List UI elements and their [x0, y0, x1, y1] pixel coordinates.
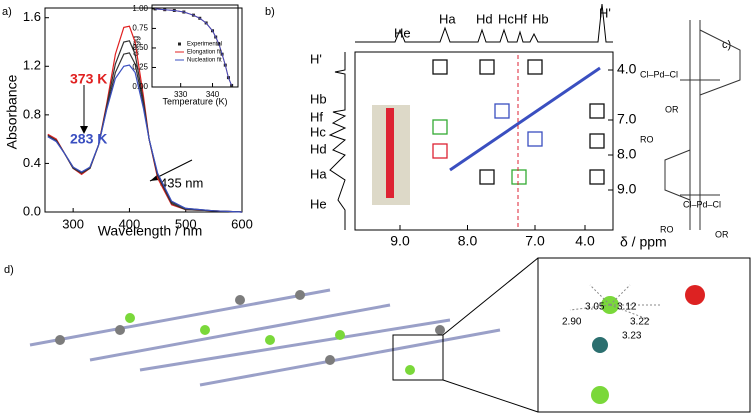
x-axis-label: δ / ppm	[620, 234, 667, 250]
distance: 3.23	[622, 331, 642, 342]
proton-label: H'	[310, 51, 322, 66]
nmr-frame	[354, 51, 614, 231]
chlorine-atom	[591, 386, 609, 404]
series-label: 373 K	[70, 71, 107, 87]
y-tick-label: 0.75	[132, 24, 148, 33]
legend-label: Elongation fit	[187, 50, 222, 56]
atom-label: OR	[665, 104, 679, 114]
atom-label: OR	[715, 229, 729, 239]
y-tick-label: 0.0	[23, 203, 41, 218]
panel-label: a)	[2, 6, 12, 18]
proton-label: Hd	[476, 11, 493, 26]
y-axis-label: Absorbance	[4, 74, 20, 149]
x-tick-label: 7.0	[525, 233, 545, 249]
proton-label: Hc	[498, 11, 514, 26]
distance: 3.05	[585, 302, 605, 313]
proton-label: Ha	[310, 166, 327, 181]
spectrum-1d-side	[328, 52, 347, 230]
panel-label: c)	[722, 39, 731, 51]
point	[153, 7, 157, 11]
annotation: 435 nm	[160, 175, 203, 190]
diagonal-peaks	[449, 66, 601, 172]
zoom-panel	[537, 257, 751, 413]
x-tick-label: 340	[206, 90, 220, 99]
x-tick-label: 9.0	[390, 233, 410, 249]
inset-x-label: Temperature (K)	[162, 96, 227, 106]
y-tick-label: 0.4	[23, 155, 41, 170]
proton-label: Ha	[439, 11, 456, 26]
legend-label: Experimental	[187, 42, 222, 48]
distance: 3.22	[630, 317, 650, 328]
y-tick-label: 1.00	[132, 4, 148, 13]
legend-label: Nucleation fit	[187, 58, 222, 64]
line	[47, 64, 243, 213]
proton-label: Hb	[310, 91, 327, 106]
proton-label: Hf	[514, 11, 527, 26]
zoom-line	[442, 379, 539, 413]
oxygen-atom	[685, 285, 705, 305]
arrowhead	[80, 126, 88, 134]
structure-bonds	[664, 29, 741, 201]
contact-lines	[569, 284, 660, 321]
chlorine-atoms	[125, 313, 415, 375]
x-tick-label: 4.0	[575, 233, 595, 249]
y-tick-label: 0.25	[132, 63, 148, 72]
legend-swatch	[178, 42, 181, 46]
cross-peak-boxes-colored	[432, 103, 543, 185]
x-tick-label: 300	[62, 216, 84, 231]
x-tick-label: 330	[174, 90, 188, 99]
y-tick-label: 4.0	[617, 61, 637, 77]
x-tick-label: 400	[119, 216, 141, 231]
distance: 2.90	[562, 317, 582, 328]
plot-frame	[44, 7, 243, 213]
proton-label: Hb	[532, 11, 549, 26]
atom-label: Cl–Pd–Cl	[640, 69, 678, 79]
x-axis-label: Wavelength / nm	[98, 223, 203, 239]
atoms	[55, 290, 445, 365]
y-tick-label: 7.0	[617, 111, 637, 127]
structure-bonds	[680, 20, 720, 230]
series-label: 283 K	[70, 131, 107, 147]
y-tick-label: 9.0	[617, 181, 637, 197]
proton-label: Hd	[310, 141, 327, 156]
x-tick-label: 600	[231, 216, 253, 231]
zoom-line	[442, 257, 539, 336]
vial-gel	[386, 108, 394, 198]
y-tick-label: 0.8	[23, 106, 41, 121]
proton-label: He	[310, 196, 327, 211]
line	[47, 40, 243, 213]
spectrum-1d	[355, 3, 613, 43]
atom-label: Cl–Pd–Cl	[683, 199, 721, 209]
inset-frame	[151, 4, 239, 88]
y-tick-label: 8.0	[617, 146, 637, 162]
pd-atom	[592, 337, 608, 353]
panel-label: b)	[265, 6, 275, 18]
proton-label: He	[394, 25, 411, 40]
distance: 3.12	[617, 302, 637, 313]
point	[230, 83, 234, 87]
cross-peak-boxes	[432, 59, 605, 185]
crystal-chains	[29, 288, 501, 387]
y-tick-label: 0.00	[132, 82, 148, 91]
proton-label: H'	[599, 5, 611, 20]
y-tick-label: 1.6	[23, 9, 41, 24]
x-tick-label: 500	[175, 216, 197, 231]
x-tick-label: 8.0	[458, 233, 478, 249]
zoom-box	[392, 334, 444, 381]
proton-label: Hc	[310, 124, 326, 139]
atom-label: RO	[660, 224, 674, 234]
panel-label: d)	[4, 264, 14, 276]
line	[155, 8, 233, 86]
y-tick-label: 0.50	[132, 43, 148, 52]
proton-label: Hf	[310, 109, 323, 124]
y-tick-label: 1.2	[23, 58, 41, 73]
atom-label: RO	[640, 134, 654, 144]
